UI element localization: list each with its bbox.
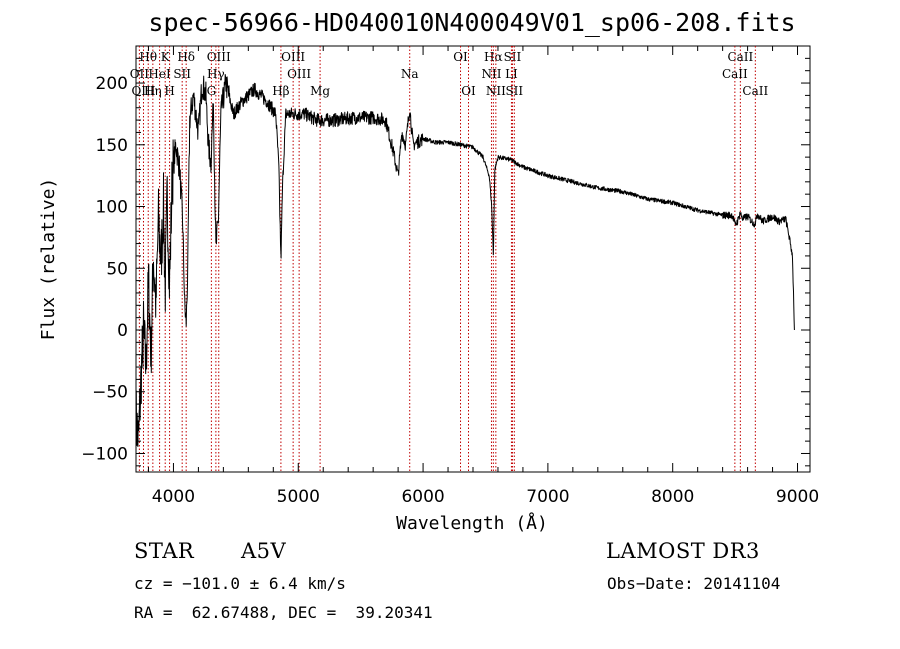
x-tick-label-5: 9000 — [776, 487, 819, 507]
spectral-line-label-6: H — [164, 84, 174, 98]
y-tick-label-2: 0 — [117, 321, 128, 341]
spectral-line-label-23: LI — [505, 67, 518, 81]
x-tick-label-0: 4000 — [152, 487, 195, 507]
spectral-line-label-5: HeI — [148, 67, 171, 81]
spectral-line-label-27: CaII — [742, 84, 768, 98]
y-tick-label-1: −50 — [92, 383, 128, 403]
x-axis-label: Wavelength (Å) — [396, 512, 548, 534]
spectral-line-label-14: OIII — [287, 67, 311, 81]
spectral-line-label-7: SII — [173, 67, 191, 81]
spectral-line-label-9: OIII — [207, 50, 231, 64]
y-axis-label: Flux (relative) — [38, 178, 59, 341]
spectral-line-label-4: K — [161, 50, 171, 64]
spectral-line-label-17: OI — [453, 50, 468, 64]
spectral-line-label-13: OIII — [281, 50, 305, 64]
spectral-line-label-8: Hδ — [177, 50, 195, 64]
spectral-line-label-26: CaII — [722, 67, 748, 81]
spectral-line-label-12: Hβ — [272, 84, 289, 98]
spectral-line-label-0: Hθ — [139, 50, 157, 64]
redshift-cz: cz = −101.0 ± 6.4 km/s — [134, 574, 346, 593]
spectral-line-label-19: Hα — [484, 50, 503, 64]
spectral-line-label-25: CaII — [727, 50, 753, 64]
spectral-line-label-16: Na — [401, 67, 419, 81]
spectral-line-label-18: OI — [461, 84, 476, 98]
survey-name: LAMOST DR3 — [606, 539, 760, 563]
x-tick-label-2: 6000 — [401, 487, 444, 507]
y-tick-label-6: 200 — [96, 74, 128, 94]
y-tick-label-3: 50 — [106, 259, 128, 279]
spectral-line-label-22: SII — [504, 50, 522, 64]
y-tick-label-4: 100 — [96, 198, 128, 218]
y-tick-label-0: −100 — [81, 444, 128, 464]
axis-ticks: 4000 5000 6000 7000 8000 9000 −100 −50 0 50 100 150… — [81, 46, 819, 507]
x-tick-label-4: 8000 — [651, 487, 694, 507]
x-tick-label-1: 5000 — [277, 487, 320, 507]
spectral-line-label-2: OIII — [131, 84, 155, 98]
object-subclass: A5V — [241, 539, 287, 563]
spectral-line-label-24: SII — [505, 84, 523, 98]
spectral-line-label-20: NII — [481, 67, 501, 81]
spectrum-series-line — [135, 74, 795, 451]
observation-date: Obs−Date: 20141104 — [607, 574, 781, 593]
chart-title: spec-56966-HD040010N400049V01_sp06-208.f… — [148, 8, 795, 37]
spectral-line-label-1: OII — [130, 67, 150, 81]
spectral-line-label-15: Mg — [310, 84, 330, 98]
spectral-line-label-21: NII — [486, 84, 506, 98]
y-tick-label-5: 150 — [96, 136, 128, 156]
object-type: STAR — [134, 539, 195, 563]
spectral-line-label-10: Hγ — [207, 67, 225, 81]
coordinates: RA = 62.67488, DEC = 39.20341 — [134, 603, 433, 622]
spectral-line-label-3: Hη — [144, 84, 162, 98]
x-tick-label-3: 7000 — [526, 487, 569, 507]
spectral-line-label-11: G — [207, 84, 217, 98]
